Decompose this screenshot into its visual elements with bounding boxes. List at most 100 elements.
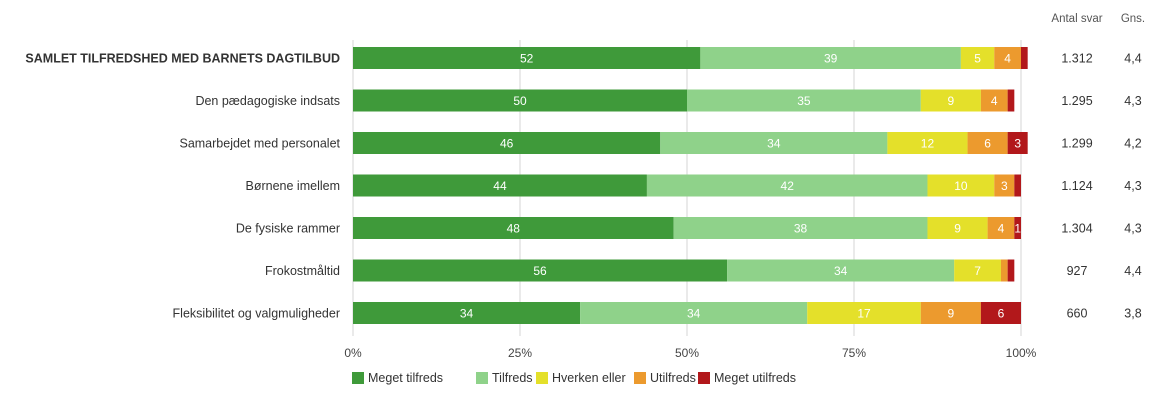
bar-segment: [1000, 259, 1008, 282]
segment-label: 42: [781, 179, 795, 193]
segment-label: 44: [493, 179, 507, 193]
bar-segment: [353, 174, 647, 197]
average-score: 4,2: [1124, 137, 1141, 151]
segment-label: 3: [1014, 137, 1021, 151]
bar-segment: [580, 302, 808, 324]
segment-label: 9: [948, 94, 955, 108]
segment-label: 48: [507, 222, 521, 236]
category-label: Børnene imellem: [246, 179, 340, 193]
response-count: 1.295: [1061, 94, 1092, 108]
legend-swatch: [698, 372, 710, 384]
bar-segment: [980, 302, 1021, 324]
bar-segment: [1007, 132, 1028, 154]
bar-segment: [954, 259, 1001, 282]
segment-label: 4: [1004, 52, 1011, 66]
bar-segment: [646, 174, 928, 197]
segment-label: 4: [998, 222, 1005, 236]
bar-segment: [353, 89, 687, 112]
category-label: De fysiske rammer: [236, 222, 340, 236]
bar-segment: [700, 47, 961, 69]
average-score: 3,8: [1124, 307, 1141, 321]
bar-segment: [1007, 89, 1015, 112]
bar-segment: [994, 47, 1021, 69]
x-tick-label: 75%: [842, 346, 866, 360]
bar-segment: [1014, 217, 1021, 239]
bar-segment: [673, 217, 928, 239]
response-count: 927: [1067, 264, 1088, 278]
segment-label: 56: [533, 264, 547, 278]
bar-segment: [687, 89, 921, 112]
segment-label: 35: [797, 94, 811, 108]
legend-label: Tilfreds: [492, 371, 533, 385]
x-tick-label: 50%: [675, 346, 699, 360]
segment-label: 9: [954, 222, 961, 236]
bar-segment: [920, 302, 981, 324]
x-tick-label: 0%: [344, 346, 362, 360]
segment-label: 1: [1014, 222, 1021, 236]
segment-label: 5: [974, 52, 981, 66]
segment-label: 6: [984, 137, 991, 151]
segment-label: 39: [824, 52, 838, 66]
category-label: Samarbejdet med personalet: [179, 137, 340, 151]
legend-label: Utilfreds: [650, 371, 696, 385]
segment-label: 4: [991, 94, 998, 108]
segment-label: 38: [794, 222, 808, 236]
x-tick-label: 100%: [1006, 346, 1037, 360]
bar-segment: [887, 132, 968, 154]
average-score: 4,4: [1124, 264, 1141, 278]
bar-segment: [920, 89, 981, 112]
legend-swatch: [476, 372, 488, 384]
category-label: Frokostmåltid: [265, 264, 340, 278]
gns-header: Gns.: [1121, 13, 1145, 25]
category-label: SAMLET TILFREDSHED MED BARNETS DAGTILBUD: [25, 52, 340, 66]
bar-segment: [353, 132, 661, 154]
legend-label: Hverken eller: [552, 371, 626, 385]
segment-label: 46: [500, 137, 514, 151]
segment-label: 7: [974, 264, 981, 278]
response-count: 1.299: [1061, 137, 1092, 151]
bar-segment: [807, 302, 921, 324]
legend-swatch: [352, 372, 364, 384]
response-count: 660: [1067, 307, 1088, 321]
response-count: 1.304: [1061, 222, 1092, 236]
segment-label: 34: [767, 137, 781, 151]
response-count: 1.124: [1061, 179, 1092, 193]
segment-label: 50: [513, 94, 527, 108]
segment-label: 3: [1001, 179, 1008, 193]
bar-segment: [927, 174, 995, 197]
bar-segment: [660, 132, 888, 154]
bar-segment: [353, 302, 581, 324]
bar-segment: [1007, 259, 1015, 282]
segment-label: 34: [834, 264, 848, 278]
segment-label: 10: [954, 179, 968, 193]
legend-swatch: [536, 372, 548, 384]
antal-svar-header: Antal svar: [1051, 13, 1102, 25]
bar-segment: [727, 259, 955, 282]
bar-segment: [353, 217, 674, 239]
segment-label: 34: [687, 307, 701, 321]
bar-segment: [927, 217, 988, 239]
legend-label: Meget utilfreds: [714, 371, 796, 385]
average-score: 4,3: [1124, 94, 1141, 108]
bar-segment: [353, 259, 728, 282]
response-count: 1.312: [1061, 52, 1092, 66]
bar-segment: [353, 47, 701, 69]
segment-label: 6: [998, 307, 1005, 321]
legend-label: Meget tilfreds: [368, 371, 443, 385]
bar-segment: [994, 174, 1015, 197]
segment-label: 52: [520, 52, 534, 66]
segment-label: 17: [857, 307, 871, 321]
segment-label: 34: [460, 307, 474, 321]
average-score: 4,4: [1124, 52, 1141, 66]
legend-swatch: [634, 372, 646, 384]
category-label: Den pædagogiske indsats: [195, 94, 340, 108]
average-score: 4,3: [1124, 222, 1141, 236]
bar-segment: [980, 89, 1008, 112]
bar-segment: [1014, 174, 1021, 197]
bar-segment: [1021, 47, 1028, 69]
bar-segment: [960, 47, 995, 69]
category-label: Fleksibilitet og valgmuligheder: [173, 307, 340, 321]
bar-segment: [987, 217, 1015, 239]
segment-label: 12: [921, 137, 935, 151]
